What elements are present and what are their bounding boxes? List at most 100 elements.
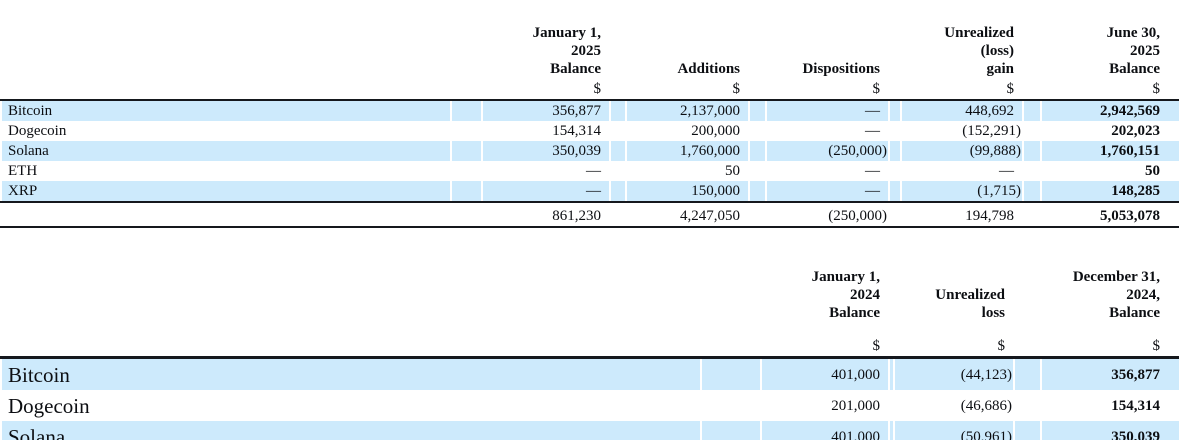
- unrealized-gain-loss: (152,291): [900, 121, 1022, 141]
- balance-jan1-2025: —: [481, 181, 609, 202]
- spacer-cell: [748, 100, 765, 121]
- column-header-unrealized-loss-gain: Unrealized (loss) gain: [944, 25, 1014, 77]
- spacer-cell: [450, 121, 481, 141]
- spacer-cell: [748, 201, 765, 228]
- spacer-cell: [888, 421, 893, 440]
- spacer-cell: [609, 181, 625, 202]
- spacer-cell: [609, 141, 625, 161]
- currency-symbol: $: [765, 79, 888, 101]
- dispositions: —: [765, 181, 888, 202]
- balance-jan1-2025: 154,314: [481, 121, 609, 141]
- spacer-cell: [450, 201, 481, 228]
- column-header-dec31-2024-balance: December 31, 2024, Balance: [1072, 269, 1160, 321]
- spacer-cell: [1022, 161, 1040, 181]
- spacer-cell: [609, 161, 625, 181]
- asset-name: Bitcoin: [0, 357, 700, 390]
- spacer-cell: [1013, 357, 1040, 390]
- header-spacer: [0, 262, 700, 323]
- spacer-cell: [700, 421, 760, 440]
- unrealized-loss: (44,123): [893, 357, 1013, 390]
- spacer-cell: [1013, 390, 1040, 421]
- spacer-cell: [1013, 323, 1040, 359]
- spacer-cell: [450, 79, 481, 101]
- asset-name: Solana: [0, 141, 450, 161]
- balance-dec31-2024: 356,877: [1040, 357, 1179, 390]
- row-dogecoin-2024: Dogecoin 201,000 (46,686) 154,314: [0, 390, 1179, 421]
- spacer-cell: [1022, 141, 1040, 161]
- spacer-cell: [888, 161, 900, 181]
- currency-symbol: $: [481, 79, 609, 101]
- spacer-cell: [888, 323, 893, 359]
- row-solana-2025: Solana 350,039 1,760,000 (250,000) (99,8…: [0, 141, 1179, 161]
- unrealized-gain-loss: (1,715): [900, 181, 1022, 202]
- header-row: January 1, 2024 Balance Unrealized loss …: [0, 262, 1179, 323]
- row-xrp-2025: XRP — 150,000 — (1,715) 148,285: [0, 181, 1179, 202]
- row-bitcoin-2024: Bitcoin 401,000 (44,123) 356,877: [0, 357, 1179, 390]
- spacer-cell: [748, 161, 765, 181]
- total-unrealized-gain-loss: 194,798: [900, 201, 1022, 228]
- row-dogecoin-2025: Dogecoin 154,314 200,000 — (152,291) 202…: [0, 121, 1179, 141]
- spacer-cell: [450, 161, 481, 181]
- totals-row-2025: 861,230 4,247,050 (250,000) 194,798 5,05…: [0, 201, 1179, 228]
- column-header-jan1-2024-balance: January 1, 2024 Balance: [811, 269, 880, 321]
- balance-jan1-2025: —: [481, 161, 609, 181]
- unrealized-loss: (50,961): [893, 421, 1013, 440]
- spacer-cell: [1022, 201, 1040, 228]
- balance-jun30-2025: 202,023: [1040, 121, 1179, 141]
- spacer-cell: [700, 390, 760, 421]
- spacer-cell: [0, 201, 450, 228]
- dispositions: —: [765, 100, 888, 121]
- spacer-cell: [609, 100, 625, 121]
- dispositions: (250,000): [765, 141, 888, 161]
- spacer-cell: [0, 79, 450, 101]
- spacer-cell: [748, 79, 765, 101]
- spacer-cell: [450, 100, 481, 121]
- currency-row: $ $ $: [0, 323, 1179, 359]
- spacer-cell: [700, 357, 760, 390]
- row-solana-2024: Solana 401,000 (50,961) 350,039: [0, 421, 1179, 440]
- row-eth-2025: ETH — 50 — — 50: [0, 161, 1179, 181]
- row-bitcoin-2025: Bitcoin 356,877 2,137,000 — 448,692 2,94…: [0, 100, 1179, 121]
- balance-jan1-2025: 356,877: [481, 100, 609, 121]
- unrealized-gain-loss: (99,888): [900, 141, 1022, 161]
- balance-jan1-2024: 401,000: [760, 421, 888, 440]
- spacer-cell: [888, 357, 893, 390]
- spacer-cell: [1022, 121, 1040, 141]
- column-header-additions: Additions: [677, 61, 740, 77]
- spacer-cell: [1013, 421, 1040, 440]
- spacer-cell: [609, 201, 625, 228]
- header-row: January 1, 2025 Balance Additions Dispos…: [0, 0, 1179, 79]
- spacer-cell: [609, 121, 625, 141]
- column-header-jan1-2025-balance: January 1, 2025 Balance: [532, 25, 601, 77]
- balance-jun30-2025: 148,285: [1040, 181, 1179, 202]
- asset-name: Bitcoin: [0, 100, 450, 121]
- asset-name: Solana: [0, 421, 700, 440]
- dispositions: —: [765, 121, 888, 141]
- spacer-cell: [888, 79, 900, 101]
- balance-jun30-2025: 2,942,569: [1040, 100, 1179, 121]
- spacer-cell: [1022, 100, 1040, 121]
- spacer-cell: [888, 121, 900, 141]
- additions: 200,000: [625, 121, 748, 141]
- asset-name: ETH: [0, 161, 450, 181]
- unrealized-gain-loss: 448,692: [900, 100, 1022, 121]
- additions: 150,000: [625, 181, 748, 202]
- balance-dec31-2024: 154,314: [1040, 390, 1179, 421]
- unrealized-gain-loss: —: [900, 161, 1022, 181]
- balance-jan1-2024: 201,000: [760, 390, 888, 421]
- asset-name: Dogecoin: [0, 390, 700, 421]
- unrealized-loss: (46,686): [893, 390, 1013, 421]
- total-balance-jan1-2025: 861,230: [481, 201, 609, 228]
- asset-name: XRP: [0, 181, 450, 202]
- holdings-2024-table: January 1, 2024 Balance Unrealized loss …: [0, 262, 1179, 440]
- currency-symbol: $: [625, 79, 748, 101]
- additions: 50: [625, 161, 748, 181]
- balance-jan1-2024: 401,000: [760, 357, 888, 390]
- additions: 2,137,000: [625, 100, 748, 121]
- holdings-2025-table: January 1, 2025 Balance Additions Dispos…: [0, 0, 1179, 228]
- spacer-cell: [888, 141, 900, 161]
- spacer-cell: [888, 201, 900, 228]
- total-balance-jun30-2025: 5,053,078: [1040, 201, 1179, 228]
- spacer-cell: [748, 121, 765, 141]
